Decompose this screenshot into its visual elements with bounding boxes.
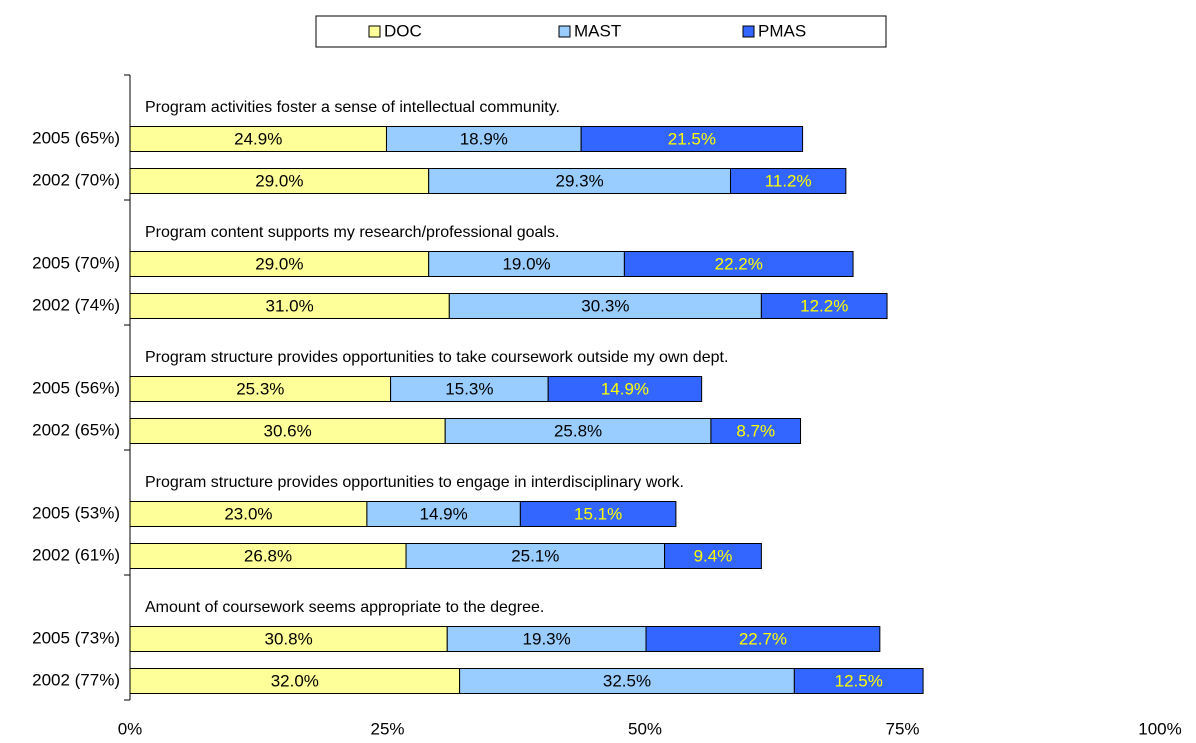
value-label: 26.8% [244, 546, 292, 565]
value-label: 14.9% [420, 504, 468, 523]
y-tick-label: 2002 (61%) [32, 545, 120, 564]
x-tick-label: 100% [1138, 719, 1181, 738]
value-label: 32.0% [271, 671, 319, 690]
legend-label: DOC [384, 21, 422, 40]
bar-segment [129, 418, 446, 444]
group-heading: Program activities foster a sense of int… [145, 99, 560, 116]
x-tick-label: 75% [885, 719, 919, 738]
value-label: 25.8% [554, 421, 602, 440]
bar-segment [623, 251, 854, 277]
bar-segment [129, 543, 407, 569]
value-label: 30.8% [265, 629, 313, 648]
value-label: 11.2% [765, 171, 812, 190]
bar-segment [129, 626, 448, 652]
value-label: 29.3% [555, 171, 603, 190]
x-tick-label: 25% [370, 719, 404, 738]
bar-segment [519, 501, 677, 527]
y-tick-label: 2002 (74%) [32, 295, 120, 314]
value-label: 25.3% [236, 379, 284, 398]
group-heading: Program structure provides opportunities… [145, 349, 728, 366]
value-label: 14.9% [601, 379, 649, 398]
value-label: 23.0% [224, 504, 272, 523]
x-tick-label: 0% [118, 719, 143, 738]
group-heading: Program structure provides opportunities… [145, 474, 684, 491]
value-label: 31.0% [266, 296, 314, 315]
y-tick-label: 2005 (56%) [32, 378, 120, 397]
value-label: 30.6% [263, 421, 311, 440]
bar-segment [664, 543, 762, 569]
bar-segment [710, 418, 802, 444]
value-label: 22.2% [715, 254, 763, 273]
y-tick-label: 2005 (70%) [32, 253, 120, 272]
value-label: 22.7% [739, 629, 787, 648]
bar-segment [129, 168, 430, 194]
value-label: 24.9% [234, 129, 282, 148]
bar-segment [129, 293, 450, 319]
bar-segment [385, 126, 582, 152]
value-label: 19.3% [523, 629, 571, 648]
legend-swatch [558, 25, 571, 38]
bar-segment [129, 376, 392, 402]
value-label: 18.9% [460, 129, 508, 148]
y-tick-label: 2005 (73%) [32, 628, 120, 647]
bar-segment [405, 543, 666, 569]
value-label: 12.5% [835, 671, 883, 690]
value-label: 19.0% [502, 254, 550, 273]
legend-swatch [368, 25, 381, 38]
bar-segment [793, 668, 924, 694]
bar-segment [645, 626, 881, 652]
y-tick-label: 2002 (65%) [32, 420, 120, 439]
value-label: 12.2% [800, 296, 848, 315]
value-label: 15.3% [445, 379, 493, 398]
legend-swatch [742, 25, 755, 38]
value-label: 29.0% [255, 171, 303, 190]
value-label: 29.0% [255, 254, 303, 273]
bar-segment [129, 126, 387, 152]
bar-segment [366, 501, 521, 527]
value-label: 8.7% [736, 421, 775, 440]
bar-segment [729, 168, 847, 194]
value-label: 15.1% [574, 504, 622, 523]
legend-label: PMAS [758, 21, 806, 40]
legend-box [315, 15, 887, 48]
value-label: 21.5% [668, 129, 716, 148]
value-label: 32.5% [603, 671, 651, 690]
bar-segment [428, 251, 625, 277]
group-heading: Amount of coursework seems appropriate t… [145, 599, 544, 616]
bar-segment [459, 668, 795, 694]
bar-segment [428, 168, 731, 194]
y-tick-label: 2002 (70%) [32, 170, 120, 189]
y-tick-label: 2002 (77%) [32, 670, 120, 689]
bar-segment [547, 376, 703, 402]
y-tick-label: 2005 (65%) [32, 128, 120, 147]
value-label: 9.4% [694, 546, 733, 565]
x-tick-label: 50% [628, 719, 662, 738]
value-label: 25.1% [511, 546, 559, 565]
bar-segment [760, 293, 888, 319]
bar-segment [580, 126, 804, 152]
y-tick-label: 2005 (53%) [32, 503, 120, 522]
bar-segment [129, 501, 368, 527]
group-heading: Program content supports my research/pro… [145, 224, 559, 241]
legend-label: MAST [574, 21, 621, 40]
bar-segment [129, 668, 461, 694]
value-label: 30.3% [581, 296, 629, 315]
